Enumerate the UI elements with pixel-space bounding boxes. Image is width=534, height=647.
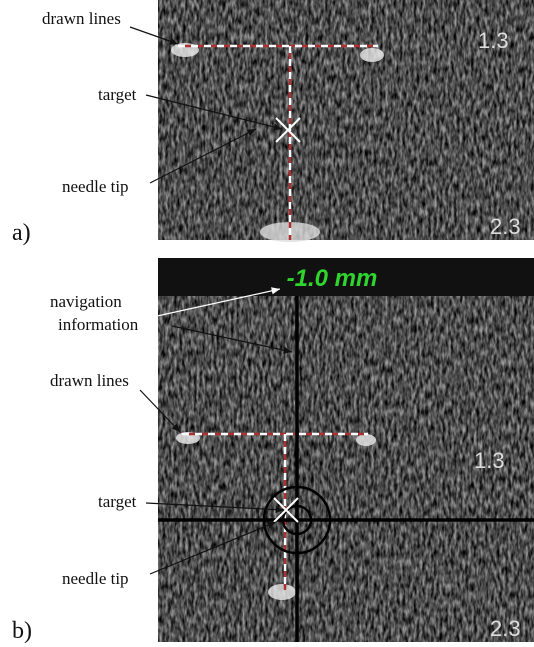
scale-label: 2.3 — [490, 616, 521, 641]
scale-label: 1.3 — [478, 28, 509, 53]
scale-label: 1.3 — [474, 448, 505, 473]
reflection — [268, 584, 296, 600]
scale-label: 2.3 — [490, 214, 521, 239]
annotation: target — [98, 85, 137, 104]
reflection — [356, 434, 376, 446]
panel-label: b) — [12, 618, 32, 644]
annotation: needle tip — [62, 177, 129, 196]
panel-label: a) — [12, 220, 31, 246]
reflection — [360, 48, 384, 62]
annotation: drawn lines — [42, 9, 121, 28]
annotation: drawn lines — [50, 371, 129, 390]
annotation: navigation — [50, 292, 122, 311]
annotation: information — [58, 315, 139, 334]
navigation-value: -1.0 mm — [287, 265, 378, 292]
panel-b: -1.0 mm 1.3 2.3 navigation information d… — [12, 258, 534, 644]
annotation: target — [98, 492, 137, 511]
figure: 1.3 2.3 drawn lines target needle tip a)… — [0, 0, 534, 647]
annotation: needle tip — [62, 569, 129, 588]
panel-a: 1.3 2.3 drawn lines target needle tip a) — [12, 0, 534, 246]
